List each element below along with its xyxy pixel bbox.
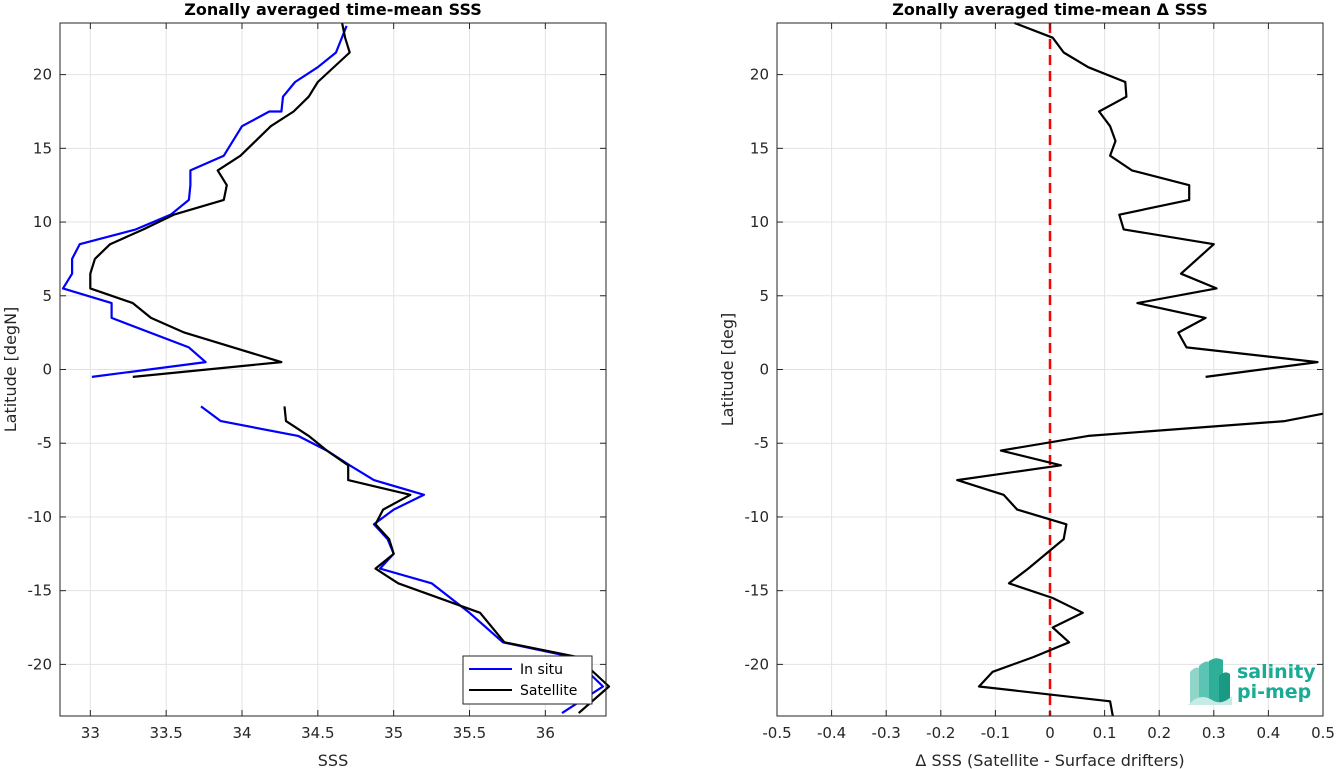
legend: In situ Satellite <box>462 655 593 705</box>
delta-sss-ytick-label-6: 10 <box>750 213 769 231</box>
sss-xtick-label-3: 34.5 <box>301 724 334 742</box>
delta-sss-ytick-label-4: 0 <box>759 361 769 379</box>
delta-sss-ylabel: Latitude [deg] <box>718 313 737 427</box>
legend-box <box>462 655 593 705</box>
sss-series-satellite-segment-1 <box>283 406 611 714</box>
salinity-pi-mep-logo: salinity pi-mep <box>1188 658 1316 705</box>
logo-text-salinity: salinity <box>1237 661 1316 683</box>
sss-series-satellite-segment-0 <box>89 22 351 378</box>
logo-wave-icon <box>1188 658 1232 705</box>
sss-title: Zonally averaged time-mean SSS <box>184 0 482 19</box>
delta-sss-xtick-label-8: 0.3 <box>1202 724 1226 742</box>
legend-label-satellite: Satellite <box>520 683 577 699</box>
logo-text-pi-mep: pi-mep <box>1237 681 1311 703</box>
sss-xtick-label-2: 34 <box>232 724 251 742</box>
sss-xtick-label-5: 35.5 <box>453 724 486 742</box>
sss-ytick-label-5: 5 <box>42 287 52 305</box>
delta-sss-xtick-label-2: -0.3 <box>872 724 901 742</box>
delta-sss-title: Zonally averaged time-mean Δ SSS <box>892 0 1208 19</box>
delta-sss-xtick-label-10: 0.5 <box>1311 724 1335 742</box>
sss-ytick-label-6: 10 <box>33 213 52 231</box>
delta-sss-xtick-label-9: 0.4 <box>1256 724 1280 742</box>
delta-sss-xtick-label-1: -0.4 <box>817 724 846 742</box>
sss-xtick-label-1: 33.5 <box>149 724 182 742</box>
sss-panel: 33 33.5 34 34.5 35 35.5 36 -20 -15 -10 -5 0 5 10 15 20 Z… <box>1 0 611 769</box>
sss-xtick-label-4: 35 <box>384 724 403 742</box>
sss-ytick-label-0: -20 <box>28 655 53 673</box>
delta-sss-xtick-label-0: -0.5 <box>762 724 791 742</box>
delta-sss-ytick-label-1: -15 <box>745 582 770 600</box>
delta-sss-panel: -0.5 -0.4 -0.3 -0.2 -0.1 0 0.1 0.2 0.3 0.4 0.5 -20 -… <box>718 0 1335 769</box>
delta-sss-ytick-label-8: 20 <box>750 66 769 84</box>
delta-sss-series-0-segment-0 <box>1014 21 1319 378</box>
delta-sss-xtick-label-4: -0.1 <box>981 724 1010 742</box>
delta-sss-xtick-label-6: 0.1 <box>1093 724 1117 742</box>
sss-ytick-label-7: 15 <box>33 139 52 157</box>
legend-label-in-situ: In situ <box>520 662 563 678</box>
sss-ytick-label-8: 20 <box>33 66 52 84</box>
sss-ylabel: Latitude [degN] <box>1 307 20 433</box>
delta-sss-xtick-label-7: 0.2 <box>1147 724 1171 742</box>
delta-sss-series-0-segment-1 <box>956 412 1324 717</box>
delta-sss-ytick-label-5: 5 <box>759 287 769 305</box>
delta-sss-xtick-label-3: -0.2 <box>926 724 955 742</box>
sss-xtick-label-6: 36 <box>536 724 555 742</box>
delta-sss-ytick-label-3: -5 <box>754 434 769 452</box>
delta-sss-xlabel: Δ SSS (Satellite - Surface drifters) <box>915 751 1184 769</box>
sss-ytick-label-2: -10 <box>28 508 53 526</box>
sss-ytick-label-4: 0 <box>42 361 52 379</box>
sss-xlabel: SSS <box>318 751 348 769</box>
sss-xtick-label-0: 33 <box>81 724 100 742</box>
delta-sss-ytick-label-0: -20 <box>745 655 770 673</box>
delta-sss-ytick-label-2: -10 <box>745 508 770 526</box>
sss-ytick-label-3: -5 <box>37 434 52 452</box>
sss-series-in-situ-segment-0 <box>61 25 348 378</box>
delta-sss-xtick-label-5: 0 <box>1045 724 1055 742</box>
delta-sss-ytick-label-7: 15 <box>750 139 769 157</box>
sss-ytick-label-1: -15 <box>28 582 53 600</box>
